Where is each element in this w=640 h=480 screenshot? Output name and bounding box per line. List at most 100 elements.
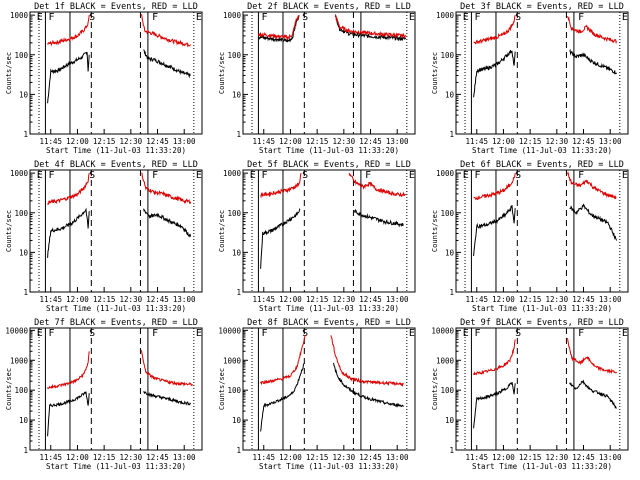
y-tick-label: 100 xyxy=(14,209,28,218)
series-events-line xyxy=(473,381,516,429)
series-events-line xyxy=(473,49,516,98)
x-tick-label: 12:00 xyxy=(279,453,302,462)
y-tick-label: 10 xyxy=(232,248,242,257)
y-tick-label: 10 xyxy=(445,248,455,257)
x-axis-label: Start Time (11-Jul-03 11:33:20) xyxy=(472,462,612,471)
series-events-line xyxy=(260,362,305,432)
panel-det-3: Det 3f BLACK = Events, RED = LLD Counts/s… xyxy=(431,2,629,155)
phase-marker-F: F xyxy=(49,12,55,23)
y-tick-label: 100 xyxy=(227,386,241,395)
series-events-line xyxy=(569,379,617,409)
series-lld-line xyxy=(567,338,618,374)
x-tick-label: 13:00 xyxy=(599,137,622,146)
y-tick-label: 1000 xyxy=(10,11,29,20)
x-tick-label: 12:00 xyxy=(66,137,89,146)
phase-marker-E: E xyxy=(37,170,43,181)
y-axis-label: Counts/sec xyxy=(431,368,439,410)
x-tick-label: 12:00 xyxy=(492,137,515,146)
panel-title: Det 3f BLACK = Events, RED = LLD xyxy=(460,2,624,12)
y-tick-label: 1000 xyxy=(10,356,29,365)
phase-marker-F: F xyxy=(578,170,584,181)
series-events-line xyxy=(47,391,90,437)
phase-marker-F: F xyxy=(578,328,584,339)
y-tick-label: 1 xyxy=(236,130,241,139)
x-axis-label: Start Time (11-Jul-03 11:33:20) xyxy=(46,146,186,155)
x-tick-label: 11:45 xyxy=(39,453,62,462)
x-tick-label: 12:15 xyxy=(306,453,329,462)
panel-det-6: Det 6f BLACK = Events, RED = LLD Counts/s… xyxy=(431,160,629,313)
phase-marker-E: E xyxy=(463,170,469,181)
phase-marker-E: E xyxy=(463,12,469,23)
x-axis-label: Start Time (11-Jul-03 11:33:20) xyxy=(472,146,612,155)
x-tick-label: 13:00 xyxy=(599,453,622,462)
y-tick-label: 1 xyxy=(449,130,454,139)
x-tick-label: 12:30 xyxy=(120,453,143,462)
series-lld-line xyxy=(567,171,617,200)
phase-marker-F: F xyxy=(262,12,268,23)
axes-box xyxy=(242,169,416,293)
panel-det-1: Det 1f BLACK = Events, RED = LLD Counts/s… xyxy=(5,2,203,155)
y-tick-label: 1000 xyxy=(436,356,455,365)
y-tick-label: 1 xyxy=(23,288,28,297)
phase-marker-F: F xyxy=(578,12,584,23)
phase-marker-E: E xyxy=(37,12,43,23)
series-lld-line xyxy=(141,172,192,205)
series-events-line xyxy=(143,49,191,79)
y-tick-label: 10 xyxy=(445,416,455,425)
phase-marker-E: E xyxy=(409,328,415,339)
series-events-line xyxy=(47,207,90,258)
x-tick-label: 11:45 xyxy=(252,295,275,304)
series-events-line xyxy=(569,48,618,75)
phase-marker-E: E xyxy=(37,328,43,339)
phase-marker-S: S xyxy=(302,328,308,339)
series-lld-line xyxy=(141,14,191,48)
series-lld-line xyxy=(567,16,618,45)
x-tick-label: 12:45 xyxy=(572,137,595,146)
y-tick-label: 100 xyxy=(14,51,28,60)
phase-marker-F: F xyxy=(365,170,371,181)
y-tick-label: 10 xyxy=(19,90,29,99)
axes-box xyxy=(29,169,203,293)
x-tick-label: 12:30 xyxy=(333,295,356,304)
phase-marker-F: F xyxy=(262,328,268,339)
phase-marker-F: F xyxy=(475,328,481,339)
panel-title: Det 6f BLACK = Events, RED = LLD xyxy=(460,160,624,170)
series-lld-line xyxy=(257,14,300,42)
y-axis-label: Counts/sec xyxy=(218,52,226,94)
x-tick-label: 12:30 xyxy=(333,453,356,462)
x-tick-label: 12:00 xyxy=(66,295,89,304)
x-tick-label: 13:00 xyxy=(173,137,196,146)
y-tick-label: 1000 xyxy=(436,11,455,20)
x-tick-label: 11:45 xyxy=(252,453,275,462)
axes-box xyxy=(242,11,416,135)
phase-marker-E: E xyxy=(409,170,415,181)
x-tick-label: 11:45 xyxy=(252,137,275,146)
x-tick-label: 12:45 xyxy=(146,137,169,146)
x-tick-label: 12:45 xyxy=(572,295,595,304)
x-tick-label: 12:15 xyxy=(306,295,329,304)
y-tick-label: 1000 xyxy=(223,11,242,20)
x-tick-label: 11:45 xyxy=(465,137,488,146)
y-tick-label: 10 xyxy=(19,248,29,257)
panel-title: Det 9f BLACK = Events, RED = LLD xyxy=(460,318,624,328)
x-tick-label: 12:30 xyxy=(120,137,143,146)
x-tick-label: 12:15 xyxy=(306,137,329,146)
panel-title: Det 7f BLACK = Events, RED = LLD xyxy=(34,318,198,328)
y-tick-label: 1000 xyxy=(223,356,242,365)
phase-marker-E: E xyxy=(622,328,628,339)
x-tick-label: 12:30 xyxy=(120,295,143,304)
series-lld-line xyxy=(473,173,516,201)
y-tick-label: 100 xyxy=(227,51,241,60)
phase-marker-E: E xyxy=(196,12,202,23)
panel-title: Det 5f BLACK = Events, RED = LLD xyxy=(247,160,411,170)
series-events-line xyxy=(47,51,90,104)
y-tick-label: 1 xyxy=(449,446,454,455)
phase-marker-F: F xyxy=(49,170,55,181)
x-tick-label: 12:15 xyxy=(93,137,116,146)
y-tick-label: 1000 xyxy=(10,169,29,178)
x-tick-label: 13:00 xyxy=(386,453,409,462)
x-tick-label: 13:00 xyxy=(386,137,409,146)
x-tick-label: 12:45 xyxy=(359,453,382,462)
panel-det-7: Det 7f BLACK = Events, RED = LLD Counts/s… xyxy=(5,318,203,471)
